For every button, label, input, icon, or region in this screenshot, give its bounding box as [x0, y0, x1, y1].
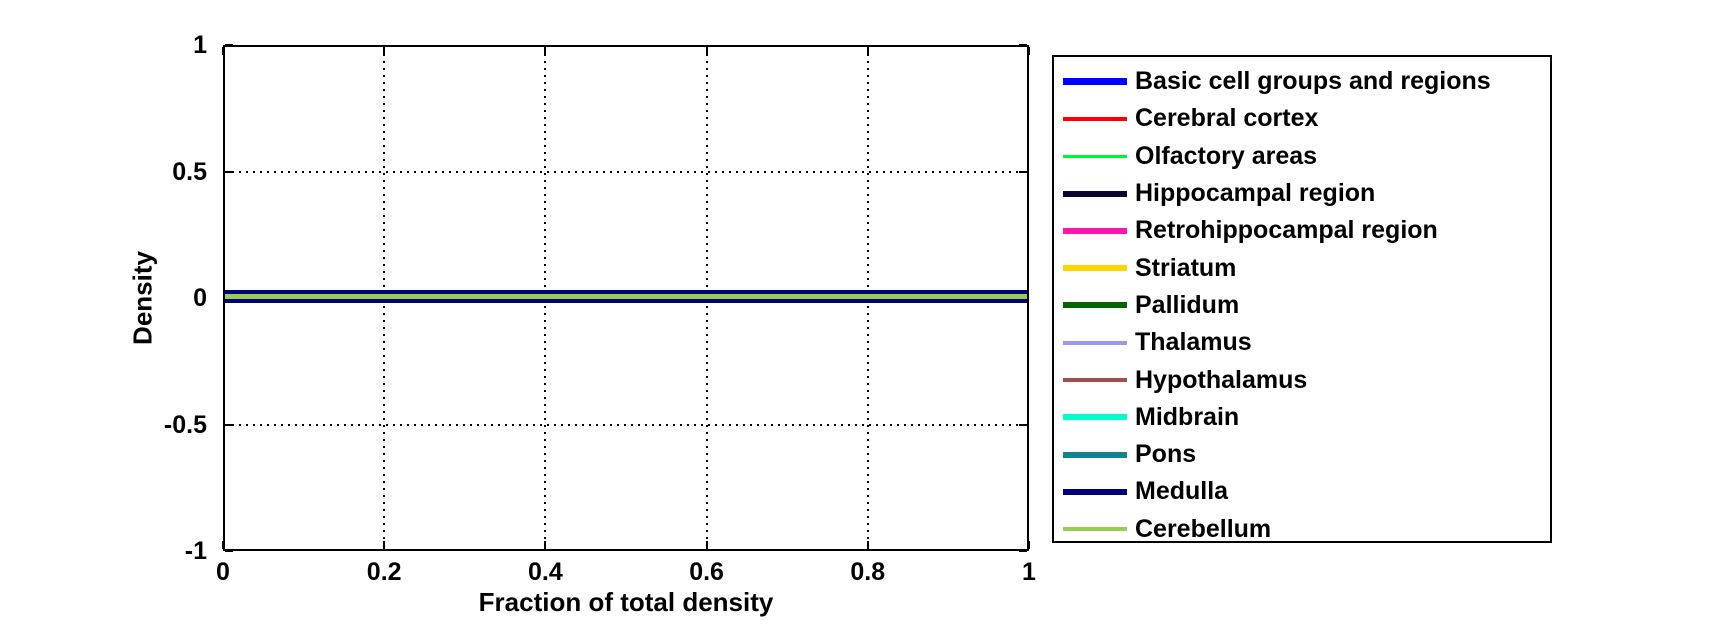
- legend-line-swatch: [1063, 527, 1127, 532]
- x-tick-label: 0: [216, 558, 230, 586]
- x-tick-top: [544, 47, 547, 55]
- legend-line-swatch: [1063, 302, 1127, 309]
- legend-item-label: Pons: [1135, 440, 1197, 469]
- x-tick-label: 0.8: [850, 558, 886, 586]
- legend-item: Cerebral cortex: [1054, 100, 1550, 137]
- y-tick-left: [225, 44, 233, 46]
- legend-line-swatch: [1063, 488, 1127, 495]
- legend-item: Retrohippocampal region: [1054, 212, 1550, 249]
- y-tick-left: [225, 423, 233, 426]
- x-tick-bottom: [222, 541, 224, 549]
- series-line-segment: [225, 290, 1027, 294]
- legend-line-swatch: [1063, 190, 1127, 197]
- zero-density-line-band: [225, 290, 1027, 303]
- x-tick-bottom: [383, 541, 386, 549]
- x-tick-label: 0.2: [366, 558, 402, 586]
- x-tick-bottom: [866, 541, 869, 549]
- x-tick-label: 1: [1022, 558, 1036, 586]
- legend: Basic cell groups and regions Cerebral co…: [1052, 55, 1552, 543]
- legend-line-swatch: [1063, 154, 1127, 158]
- legend-item-label: Olfactory areas: [1135, 141, 1318, 170]
- legend-item-label: Hippocampal region: [1135, 179, 1376, 208]
- legend-line-swatch: [1063, 265, 1127, 272]
- y-tick-label: 0.5: [172, 157, 207, 186]
- legend-item-label: Midbrain: [1135, 402, 1240, 431]
- legend-line-swatch: [1063, 78, 1127, 86]
- legend-item: Thalamus: [1054, 324, 1550, 361]
- legend-item: Medulla: [1054, 473, 1550, 510]
- legend-line-swatch: [1063, 451, 1127, 458]
- y-tick-label: -0.5: [163, 410, 207, 439]
- legend-item-label: Hypothalamus: [1135, 365, 1308, 394]
- y-tick-left: [225, 550, 233, 552]
- legend-item-label: Basic cell groups and regions: [1135, 67, 1491, 96]
- legend-item: Midbrain: [1054, 399, 1550, 436]
- legend-item: Basic cell groups and regions: [1054, 63, 1550, 100]
- legend-item-label: Retrohippocampal region: [1135, 216, 1438, 245]
- legend-item: Striatum: [1054, 249, 1550, 286]
- y-tick-right: [1019, 423, 1027, 426]
- y-gridline: [225, 423, 1027, 426]
- x-tick-bottom: [705, 541, 708, 549]
- legend-line-swatch: [1063, 378, 1127, 383]
- x-tick-bottom: [1028, 541, 1030, 549]
- x-tick-top: [866, 47, 869, 55]
- x-tick-top: [222, 47, 224, 55]
- legend-item-label: Pallidum: [1135, 290, 1240, 319]
- y-tick-label: 0: [193, 284, 207, 312]
- legend-item-label: Medulla: [1135, 477, 1229, 506]
- x-tick-label: 0.4: [528, 558, 563, 586]
- legend-item: Olfactory areas: [1054, 138, 1550, 175]
- y-gridline: [225, 170, 1027, 173]
- legend-item: Pallidum: [1054, 287, 1550, 324]
- legend-item-label: Thalamus: [1135, 328, 1252, 357]
- y-tick-label: -1: [184, 537, 207, 565]
- x-tick-bottom: [544, 541, 547, 549]
- legend-item: Cerebellum: [1054, 511, 1550, 548]
- y-tick-label: 1: [193, 31, 207, 59]
- x-tick-top: [1028, 47, 1030, 55]
- y-tick-right: [1019, 44, 1027, 46]
- x-axis-label: Fraction of total density: [478, 587, 774, 617]
- legend-item: Pons: [1054, 436, 1550, 473]
- legend-item-label: Striatum: [1135, 253, 1237, 282]
- y-tick-right: [1019, 550, 1027, 552]
- legend-item: Hypothalamus: [1054, 361, 1550, 398]
- legend-line-swatch: [1063, 414, 1127, 421]
- legend-item-label: Cerebral cortex: [1135, 104, 1319, 133]
- y-tick-right: [1019, 170, 1027, 173]
- legend-line-swatch: [1063, 116, 1127, 121]
- x-tick-top: [383, 47, 386, 55]
- series-line-segment: [225, 299, 1027, 303]
- legend-line-swatch: [1063, 340, 1127, 345]
- x-tick-top: [705, 47, 708, 55]
- legend-item: Hippocampal region: [1054, 175, 1550, 212]
- y-tick-left: [225, 170, 233, 173]
- legend-line-swatch: [1063, 227, 1127, 234]
- x-tick-label: 0.6: [689, 558, 724, 586]
- series-line-segment: [225, 294, 1027, 299]
- legend-item-label: Cerebellum: [1135, 514, 1272, 543]
